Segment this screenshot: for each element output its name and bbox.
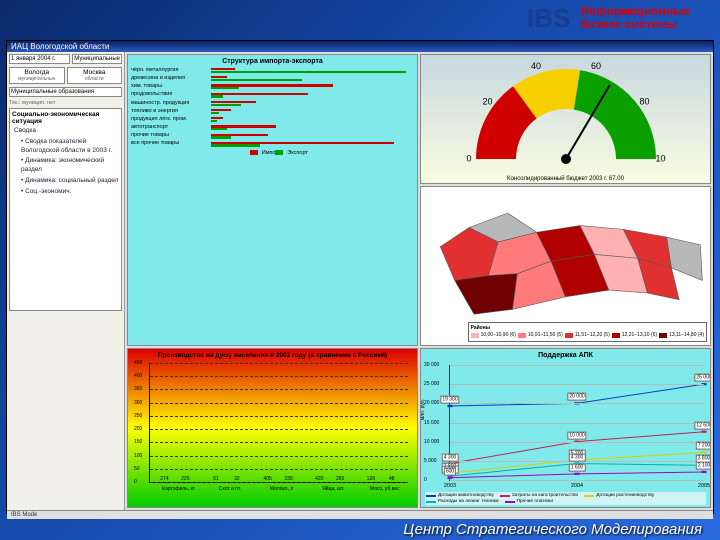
svg-text:60: 60 — [590, 61, 600, 71]
hbar-row: все прочие товары — [131, 141, 414, 148]
tree-node[interactable]: • Соц.-экономич. — [14, 188, 119, 197]
tree-header: Социально-экономическая ситуация — [12, 111, 119, 125]
tree-node[interactable]: • Динамика: экономический раздел — [14, 157, 119, 175]
map-panel: Районы 10,00–10,90 (6)10,91–11,50 (5)11,… — [420, 186, 711, 346]
svg-text:0: 0 — [466, 153, 471, 163]
nav-tree[interactable]: Сводка • Сводка показателей Вологодской о… — [12, 127, 119, 196]
gauge-chart: 0 20 40 60 80 100 — [466, 59, 666, 169]
hbar-row: машиностр. продукция — [131, 100, 414, 107]
gauge-caption: Консолидированный бюджет 2003 г. 67.00 — [421, 176, 710, 182]
linechart-panel: Поддержка АПК млн. руб. 05 00010 00015 0… — [420, 348, 711, 508]
status-bar: IBS Mode — [7, 510, 713, 519]
logo: IBS — [527, 3, 570, 34]
tree-region-label: Тек.: муницип. нет — [9, 100, 122, 106]
gauge-panel: 0 20 40 60 80 100 Консолидированный бюджет 20… — [420, 54, 711, 184]
percapita-chart: 050100150200250300350400450274225Картофе… — [149, 363, 408, 483]
page-header: IBS Информационные бизнес системы — [0, 0, 720, 36]
hbar-row: продовольствие — [131, 92, 414, 99]
percapita-title: Производство на душу населения в 2002 го… — [131, 352, 414, 359]
header-subtitle: Информационные бизнес системы — [580, 5, 690, 31]
window-titlebar[interactable]: ИАЦ Вологодской области — [7, 41, 713, 52]
struct-legend: Импорт Экспорт — [131, 150, 414, 156]
tree-node[interactable]: Сводка — [14, 127, 119, 136]
percapita-panel: Производство на душу населения в 2002 го… — [127, 348, 418, 508]
hbar-row: автотранспорт — [131, 124, 414, 131]
struct-export-panel: Структура импорта-экспорта чёрн. металлу… — [127, 54, 418, 346]
city1-button[interactable]: Вологда муниципальные — [9, 67, 65, 84]
svg-text:40: 40 — [531, 61, 541, 71]
tree-panel: Социально-экономическая ситуация Сводка •… — [9, 108, 122, 311]
date-field[interactable]: 1 января 2004 г. — [9, 54, 70, 64]
svg-text:100: 100 — [655, 153, 666, 163]
struct-bars: чёрн. металлургия древесина и изделия хи… — [131, 67, 414, 148]
municipal-box[interactable]: Муниципальные образования — [9, 87, 122, 97]
map-legend: Районы 10,00–10,90 (6)10,91–11,50 (5)11,… — [468, 322, 707, 343]
linechart-legend: Дотации животноводствуЗатраты на капстро… — [425, 492, 706, 505]
tree-node[interactable]: • Сводка показателей Вологодской области… — [14, 138, 119, 156]
hbar-row: топливо и энергия — [131, 108, 414, 115]
struct-title: Структура импорта-экспорта — [131, 58, 414, 65]
page-footer: Центр Стратегического Моделирования — [403, 521, 702, 538]
hbar-row: чёрн. металлургия — [131, 67, 414, 74]
linechart-area: 05 00010 00015 00020 00025 00030 0002003… — [449, 365, 704, 481]
city2-button[interactable]: Москва области — [67, 67, 123, 84]
hbar-row: продукция лёгк. пром. — [131, 116, 414, 123]
linechart-title: Поддержка АПК — [424, 352, 707, 359]
dashboard-content: 0 20 40 60 80 100 Консолидированный бюджет 20… — [125, 52, 713, 510]
hbar-row: прочие товары — [131, 133, 414, 140]
date-type[interactable]: Муниципальные — [72, 54, 122, 64]
hbar-row: древесина и изделия — [131, 75, 414, 82]
hbar-row: хим. товары — [131, 83, 414, 90]
app-window: ИАЦ Вологодской области 1 января 2004 г.… — [6, 40, 714, 514]
svg-text:20: 20 — [482, 96, 492, 106]
svg-text:80: 80 — [639, 96, 649, 106]
sidebar: 1 января 2004 г. Муниципальные Вологда м… — [7, 52, 125, 510]
tree-node[interactable]: • Динамика: социальный раздел — [14, 177, 119, 186]
